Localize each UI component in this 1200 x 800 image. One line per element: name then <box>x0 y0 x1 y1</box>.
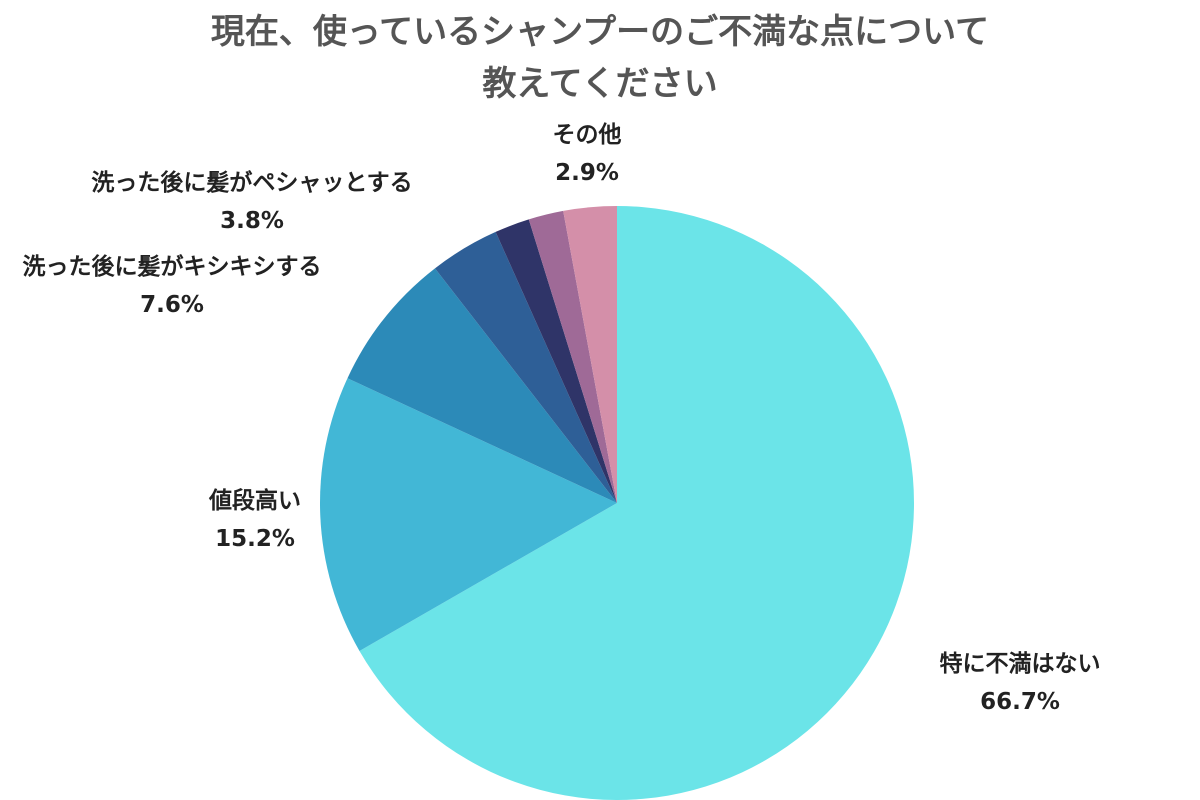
pie-slice-1 <box>320 378 617 651</box>
data-label-expensive-name: 値段高い <box>209 488 301 514</box>
pie-slice-3 <box>434 231 617 503</box>
data-label-flat-name: 洗った後に髪がペシャッとする <box>91 170 413 196</box>
data-label-expensive: 値段高い 15.2% <box>165 482 345 558</box>
data-label-no-complaint-name: 特に不満はない <box>939 651 1101 677</box>
data-label-other-name: その他 <box>552 122 622 148</box>
chart-title: 現在、使っているシャンプーのご不満な点について 教えてください <box>0 6 1200 110</box>
data-label-other: その他 2.9% <box>522 116 652 192</box>
data-label-flat: 洗った後に髪がペシャッとする 3.8% <box>62 164 442 240</box>
pie-slice-6 <box>563 206 617 503</box>
pie-slice-4 <box>495 219 617 503</box>
chart-title-line-1: 現在、使っているシャンプーのご不満な点について <box>210 12 990 52</box>
data-label-other-value: 2.9% <box>555 160 619 186</box>
chart-title-line-2: 教えてください <box>482 64 718 104</box>
data-label-squeaky-value: 7.6% <box>140 292 204 318</box>
data-label-squeaky: 洗った後に髪がキシキシする 7.6% <box>2 248 342 324</box>
data-label-squeaky-name: 洗った後に髪がキシキシする <box>22 254 322 280</box>
data-label-flat-value: 3.8% <box>220 208 284 234</box>
pie-slice-2 <box>347 268 617 503</box>
data-label-no-complaint-value: 66.7% <box>980 689 1060 715</box>
data-label-expensive-value: 15.2% <box>215 526 295 552</box>
pie-slice-0 <box>359 206 914 800</box>
pie-slices <box>320 206 914 800</box>
pie-slice-5 <box>528 210 617 504</box>
data-label-no-complaint: 特に不満はない 66.7% <box>905 645 1135 721</box>
